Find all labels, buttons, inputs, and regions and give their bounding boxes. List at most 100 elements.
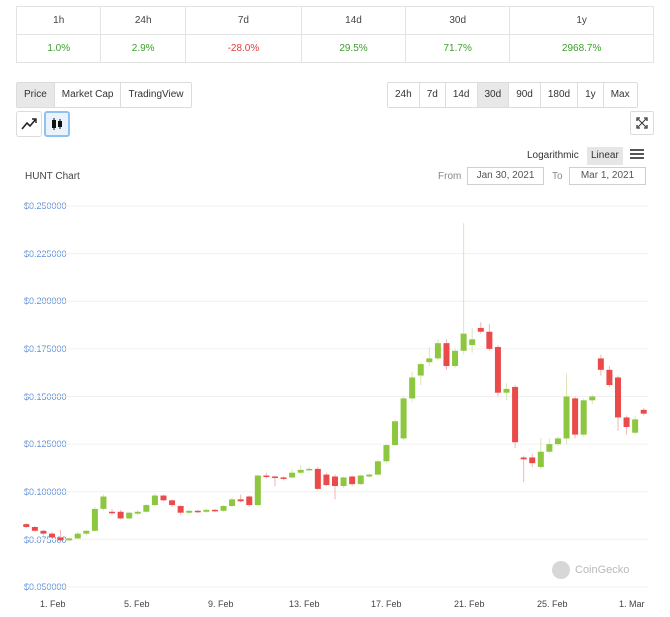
range-7d[interactable]: 7d [419,83,446,107]
candle-body[interactable] [563,396,570,439]
tab-tradingview[interactable]: TradingView [121,83,191,107]
range-max[interactable]: Max [603,83,637,107]
candle-body[interactable] [151,495,158,506]
candle-body[interactable] [100,496,107,509]
candle-body[interactable] [66,538,73,541]
coingecko-logo-icon [552,561,570,579]
candle-body[interactable] [23,524,30,527]
candle-body[interactable] [409,377,416,399]
candlestick-button[interactable] [44,111,70,137]
range-90d[interactable]: 90d [509,83,541,107]
candle-body[interactable] [349,476,356,485]
candle-body[interactable] [640,409,647,414]
metric-tabs: Price Market Cap TradingView [16,82,192,108]
x-tick-label: 1. Mar [619,599,645,609]
chart-menu-button[interactable] [630,147,644,165]
candle-body[interactable] [331,476,339,487]
candle-body[interactable] [31,526,38,531]
candle-body[interactable] [597,358,604,370]
candle-body[interactable] [74,533,81,539]
range-1y[interactable]: 1y [578,83,604,107]
candle-body[interactable] [203,509,210,512]
candle-body[interactable] [220,506,227,511]
candle-body[interactable] [606,369,613,386]
candle-body[interactable] [237,499,244,502]
x-tick-label: 25. Feb [537,599,568,609]
candle-body[interactable] [374,461,381,475]
candle-body[interactable] [83,530,90,534]
tab-price[interactable]: Price [17,83,55,107]
from-date-input[interactable]: Jan 30, 2021 [467,167,544,185]
candle-body[interactable] [632,419,639,433]
candle-body[interactable] [494,346,501,393]
price-change-table: 1h 24h 7d 14d 30d 1y 1.0% 2.9% -28.0% 29… [15,6,654,63]
candle-body[interactable] [366,474,373,477]
candle-body[interactable] [211,509,218,512]
candle-body[interactable] [400,398,407,439]
candle-body[interactable] [554,438,561,445]
candle-body[interactable] [340,477,347,487]
candle-body[interactable] [263,475,270,478]
change-value-1h: 1.0% [15,34,102,63]
candle-body[interactable] [460,333,467,351]
range-30d[interactable]: 30d [477,83,510,107]
candle-body[interactable] [40,530,47,534]
candle-body[interactable] [289,472,296,478]
candle-body[interactable] [614,377,621,418]
candle-body[interactable] [443,343,450,367]
range-24h[interactable]: 24h [388,83,420,107]
to-date-input[interactable]: Mar 1, 2021 [569,167,646,185]
candle-body[interactable] [392,421,399,446]
candle-body[interactable] [117,511,124,519]
fullscreen-button[interactable] [630,111,654,135]
candle-body[interactable] [143,505,150,512]
candle-body[interactable] [503,388,510,393]
candle-body[interactable] [520,457,527,460]
candle-body[interactable] [589,396,596,401]
candle-body[interactable] [57,537,64,541]
hamburger-icon [630,149,644,159]
candle-body[interactable] [314,468,321,489]
candle-body[interactable] [469,339,476,346]
candle-body[interactable] [357,475,364,485]
candle-body[interactable] [323,474,330,486]
candle-body[interactable] [186,510,193,513]
candle-body[interactable] [537,451,544,467]
candle-body[interactable] [229,499,236,507]
candle-body[interactable] [169,500,176,506]
candle-body[interactable] [452,350,459,367]
range-14d[interactable]: 14d [445,83,478,107]
candle-body[interactable] [177,506,184,513]
candle-body[interactable] [417,364,424,376]
candle-body[interactable] [49,533,56,538]
scale-logarithmic[interactable]: Logarithmic [527,150,579,161]
candle-body[interactable] [246,496,253,506]
candle-body[interactable] [254,475,261,506]
candle-body[interactable] [160,495,167,501]
candle-body[interactable] [477,327,484,332]
candle-body[interactable] [426,358,433,363]
candle-body[interactable] [280,477,287,479]
candle-body[interactable] [297,469,304,473]
candle-body[interactable] [109,511,116,514]
candle-body[interactable] [623,417,630,427]
candle-body[interactable] [546,444,553,452]
candle-body[interactable] [580,400,587,435]
candle-body[interactable] [134,511,141,514]
candle-body[interactable] [126,512,133,519]
range-180d[interactable]: 180d [540,83,579,107]
candle-body[interactable] [91,508,98,531]
candle-body[interactable] [271,476,278,479]
candle-body[interactable] [194,510,201,513]
candle-body[interactable] [486,331,493,349]
candle-body[interactable] [434,343,441,359]
candle-body[interactable] [572,398,579,435]
tab-market-cap[interactable]: Market Cap [54,83,122,107]
candle-body[interactable] [512,386,519,443]
candle-body[interactable] [529,457,536,464]
line-chart-button[interactable] [16,111,42,137]
candle-body[interactable] [306,468,313,471]
scale-linear[interactable]: Linear [587,147,623,165]
candle-body[interactable] [383,445,390,462]
